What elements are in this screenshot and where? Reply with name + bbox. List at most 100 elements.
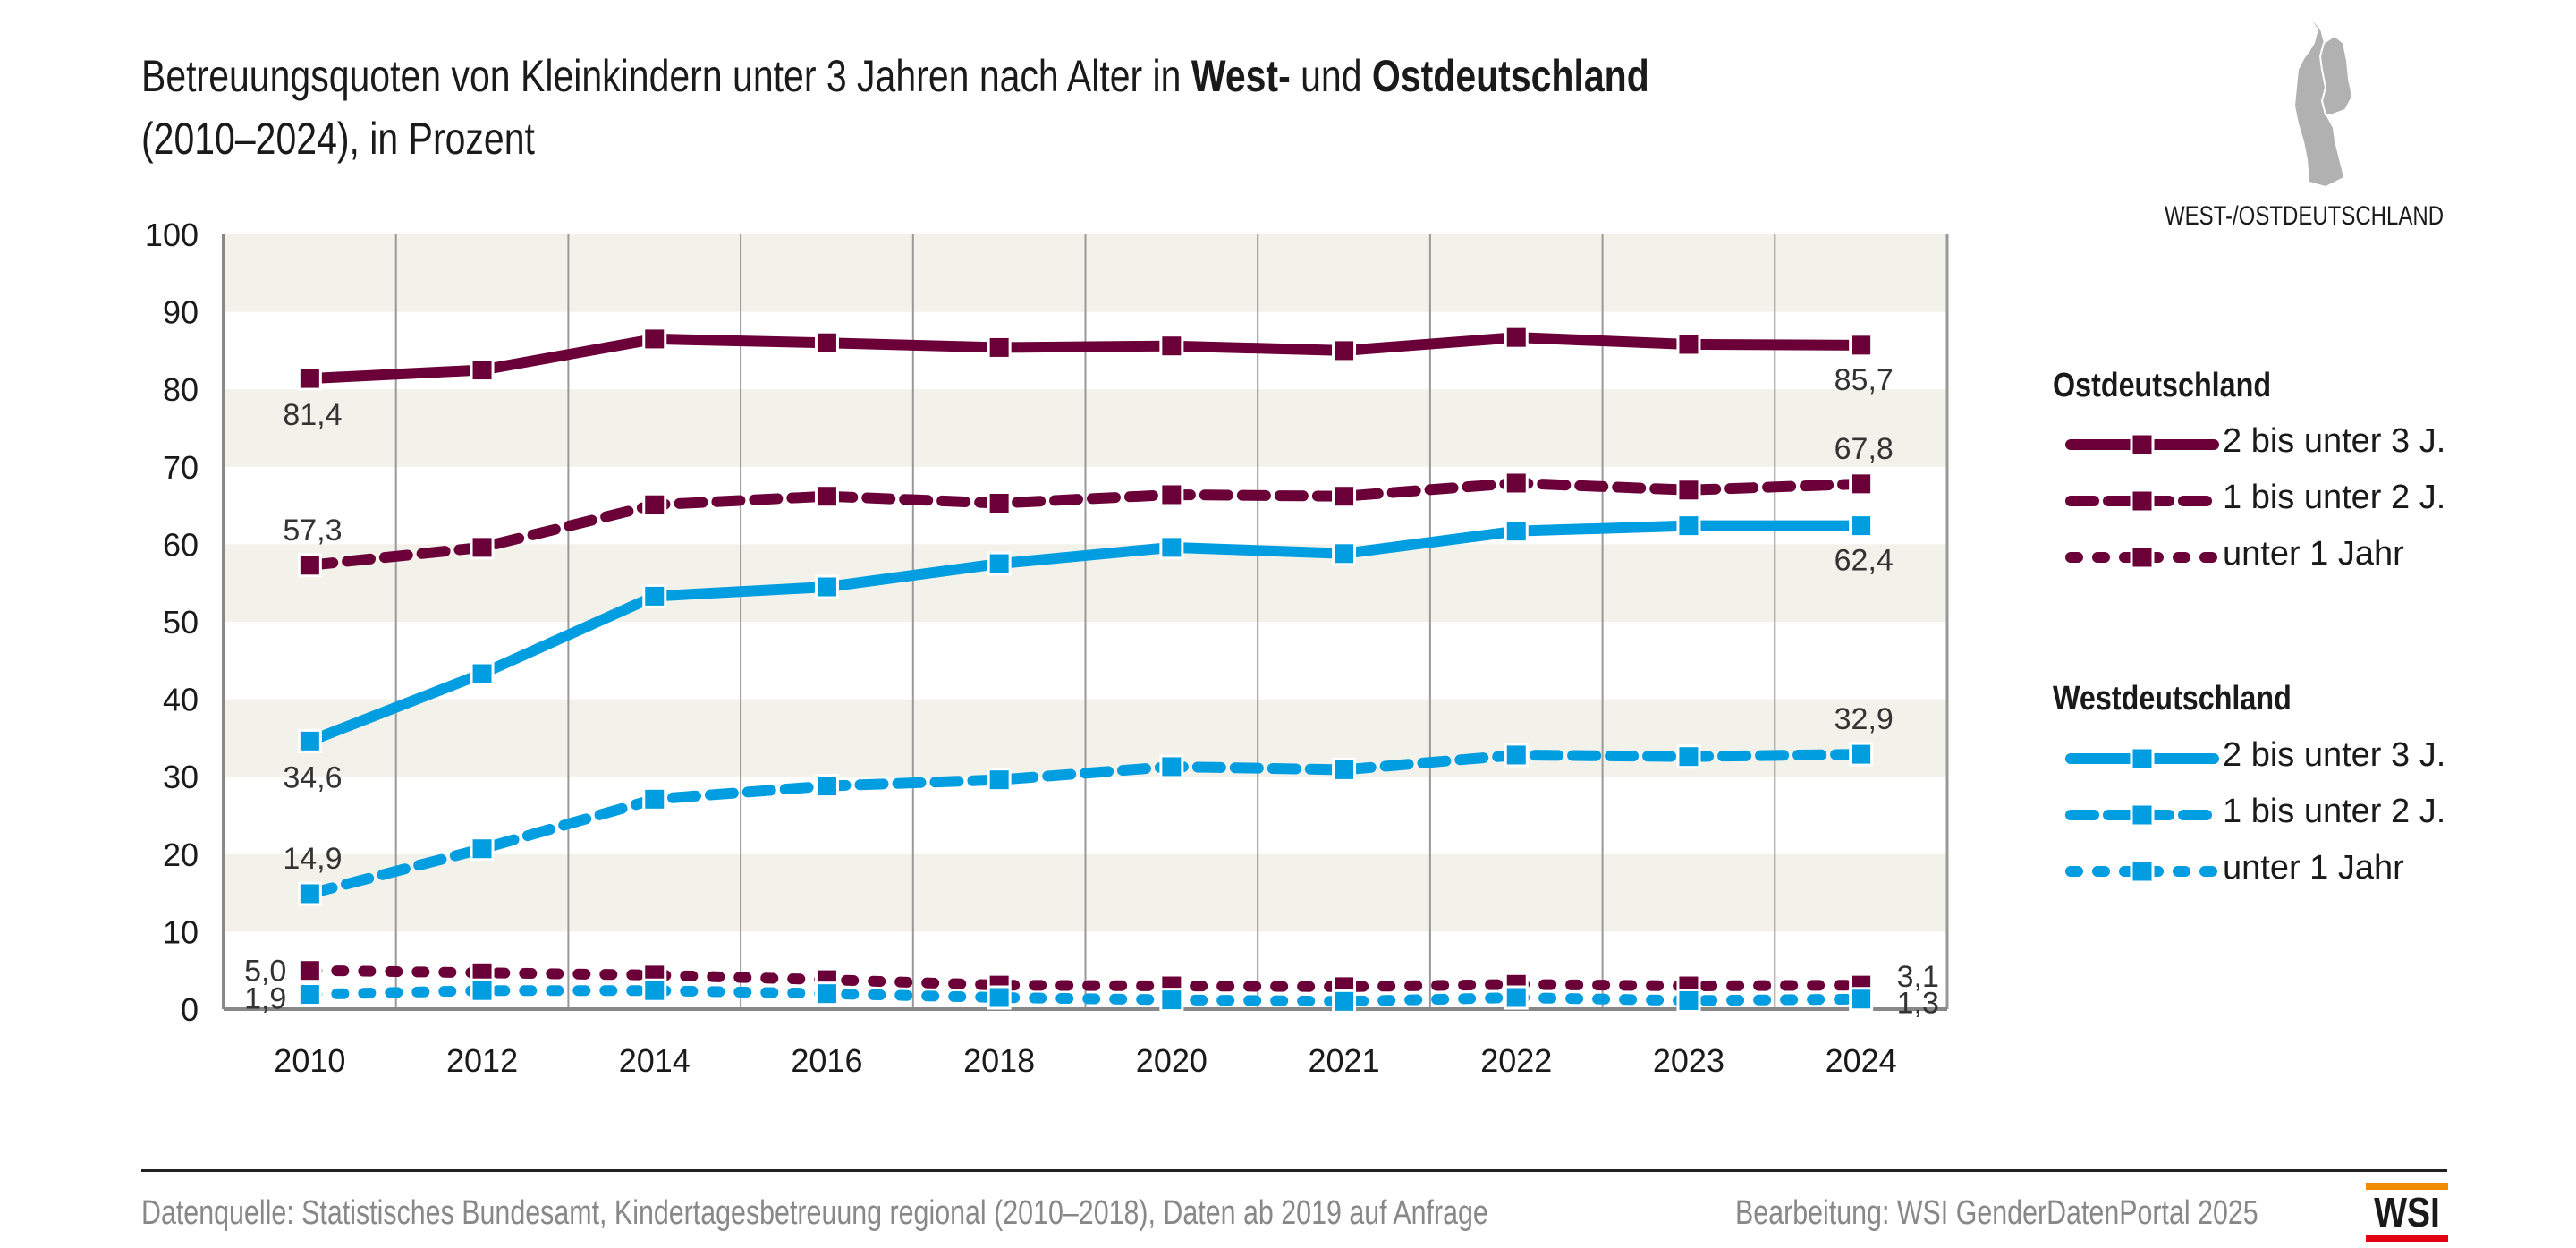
legend-marker-sample [2130, 432, 2155, 457]
wsi-logo: WSI [2366, 1183, 2448, 1242]
x-tick-label: 2021 [1309, 1042, 1380, 1079]
y-tick-label: 70 [163, 449, 199, 486]
data-label: 1,9 [244, 982, 286, 1016]
y-tick-label: 80 [163, 371, 199, 408]
x-tick-label: 2023 [1653, 1042, 1724, 1079]
data-marker [1504, 471, 1529, 496]
data-label: 32,9 [1835, 702, 1894, 736]
data-marker [1332, 541, 1357, 566]
data-marker [987, 335, 1012, 360]
data-marker [1849, 333, 1874, 358]
y-tick-label: 10 [163, 913, 199, 950]
data-marker [1676, 478, 1701, 503]
data-marker [1332, 989, 1357, 1014]
x-tick-label: 2010 [274, 1042, 345, 1079]
data-marker [470, 358, 495, 383]
data-marker [987, 768, 1012, 793]
y-tick-label: 30 [163, 759, 199, 795]
data-marker [987, 491, 1012, 516]
data-marker [642, 583, 667, 608]
data-label: 14,9 [283, 842, 342, 876]
legend-item-east-0-1: unter 1 Jahr [2223, 535, 2404, 573]
map-label: WEST-/OSTDEUTSCHLAND [2165, 201, 2445, 231]
data-marker [1332, 757, 1357, 782]
y-tick-label: 20 [163, 836, 199, 873]
data-marker [1676, 514, 1701, 539]
series-line-east-0 [304, 332, 1867, 385]
logo-text: WSI [2374, 1189, 2440, 1235]
data-marker [1849, 742, 1874, 767]
data-marker [1504, 985, 1529, 1010]
data-label: 57,3 [283, 514, 342, 548]
legend-item-west-2-3: 2 bis unter 3 J. [2223, 736, 2446, 774]
data-marker [1676, 744, 1701, 769]
data-marker [1159, 754, 1184, 779]
legend-marker-sample [2130, 488, 2155, 514]
logo-bar-red [2366, 1235, 2448, 1242]
chart-title: Betreuungsquoten von Kleinkindern unter … [141, 45, 1649, 170]
y-tick-label: 40 [163, 682, 199, 718]
logo-bar-orange [2366, 1183, 2448, 1190]
data-marker [470, 978, 495, 1003]
legend-marker-sample [2130, 859, 2155, 884]
series-line-east-1 [304, 477, 1867, 571]
data-marker [297, 958, 322, 983]
data-marker [1332, 338, 1357, 363]
data-marker [642, 492, 667, 517]
x-tick-label: 2024 [1826, 1042, 1897, 1079]
legend-heading-west: Westdeutschland [2053, 680, 2292, 717]
data-marker [1849, 471, 1874, 497]
data-marker [814, 981, 839, 1006]
data-marker [297, 982, 322, 1007]
series-line-west-3 [304, 520, 1867, 747]
legend-item-west-1-2: 1 bis unter 2 J. [2223, 793, 2446, 830]
title-subtitle: (2010–2024), in Prozent [141, 114, 535, 164]
data-marker [1676, 988, 1701, 1013]
series-line-west-4 [304, 749, 1867, 899]
data-marker [987, 985, 1012, 1010]
y-tick-label: 0 [181, 991, 199, 1028]
data-marker [1504, 325, 1529, 350]
legend-heading-east: Ostdeutschland [2053, 367, 2272, 404]
legend-item-west-0-1: unter 1 Jahr [2223, 849, 2404, 887]
legend-item-east-1-2: 1 bis unter 2 J. [2223, 479, 2446, 516]
data-marker [1159, 482, 1184, 507]
x-tick-label: 2014 [619, 1042, 691, 1079]
data-marker [642, 786, 667, 811]
data-marker [1159, 334, 1184, 359]
data-label: 62,4 [1835, 544, 1894, 578]
y-tick-label: 60 [163, 526, 199, 563]
legend-item-east-2-3: 2 bis unter 3 J. [2223, 422, 2446, 460]
data-marker [297, 728, 322, 753]
data-label: 85,7 [1835, 363, 1894, 397]
data-marker [1504, 519, 1529, 544]
data-marker [1849, 987, 1874, 1012]
y-tick-label: 90 [163, 294, 199, 331]
footer-source: Datenquelle: Statistisches Bundesamt, Ki… [141, 1194, 1488, 1232]
legend-marker-sample [2130, 746, 2155, 771]
title-west: West- [1191, 51, 1291, 101]
title-und: und [1290, 51, 1372, 101]
data-marker [1159, 535, 1184, 560]
x-tick-label: 2022 [1480, 1042, 1552, 1079]
data-marker [470, 661, 495, 686]
data-marker [814, 330, 839, 355]
legend-marker-sample [2130, 802, 2155, 828]
data-marker [814, 574, 839, 599]
footer-divider [141, 1169, 2447, 1172]
data-marker [470, 535, 495, 560]
data-label: 1,3 [1897, 987, 1939, 1021]
data-marker [1332, 484, 1357, 509]
data-label: 67,8 [1835, 432, 1894, 466]
data-marker [1676, 332, 1701, 357]
data-label: 34,6 [283, 760, 342, 794]
series-line-west-5 [304, 985, 1867, 1007]
data-marker [1849, 514, 1874, 539]
title-east: Ostdeutschland [1371, 51, 1649, 101]
data-marker [987, 551, 1012, 576]
data-marker [1504, 743, 1529, 768]
data-label: 81,4 [283, 398, 342, 432]
data-marker [814, 774, 839, 799]
y-tick-label: 100 [145, 216, 199, 253]
